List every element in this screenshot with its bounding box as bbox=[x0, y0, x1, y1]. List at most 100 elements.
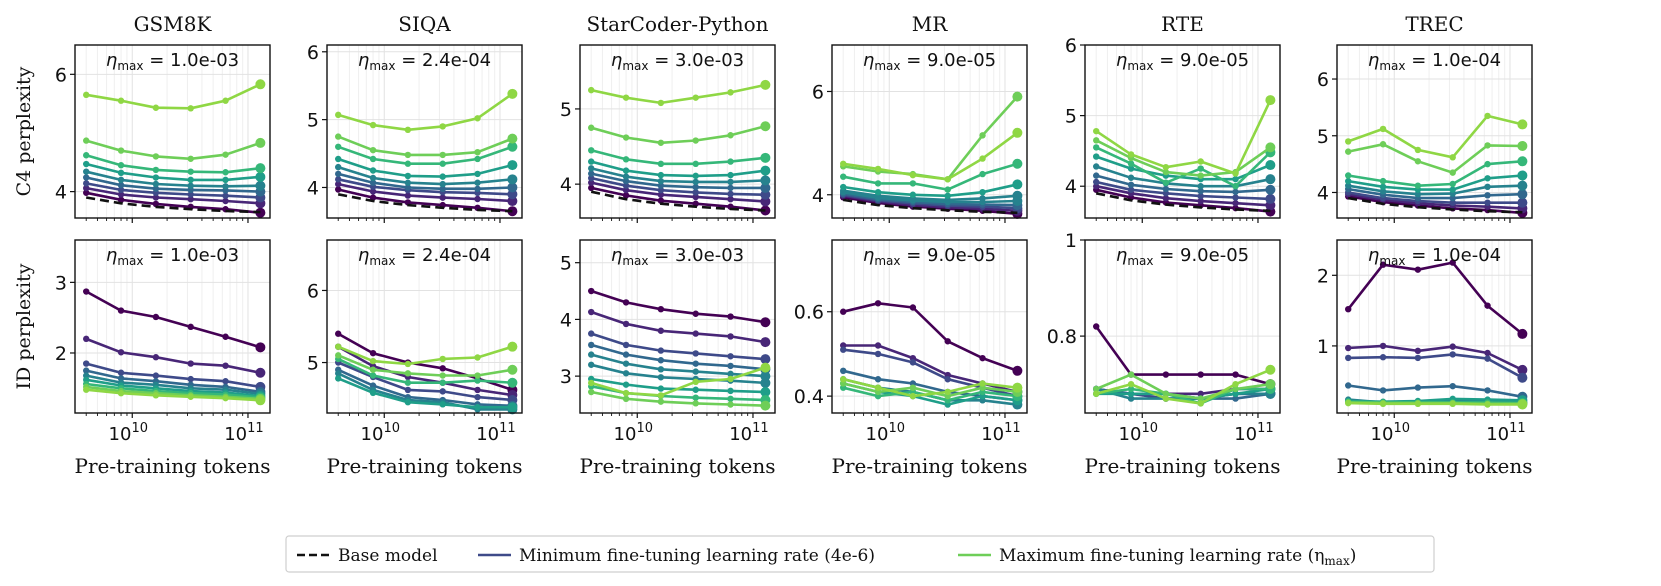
series-point-7 bbox=[1484, 142, 1491, 149]
plot-frame bbox=[831, 239, 1028, 414]
series-point-6 bbox=[369, 155, 377, 163]
series-point-4 bbox=[1127, 174, 1135, 181]
series-point-8 bbox=[1449, 400, 1456, 408]
y-tick-label: 2 bbox=[55, 343, 67, 365]
series-point-5 bbox=[474, 170, 481, 178]
series-point-1 bbox=[439, 194, 446, 201]
series-point-5 bbox=[187, 176, 194, 184]
series-point-6 bbox=[588, 147, 595, 154]
series-point-8 bbox=[187, 393, 194, 400]
series-line-3 bbox=[590, 172, 766, 190]
plot-frame bbox=[326, 44, 523, 219]
series-point-7 bbox=[1449, 169, 1456, 176]
series-point-5 bbox=[222, 176, 229, 184]
series-point-6 bbox=[874, 188, 882, 196]
series-point-5 bbox=[727, 171, 734, 179]
y-tick-label: 4 bbox=[560, 309, 572, 331]
series-point-5 bbox=[588, 361, 595, 368]
series-point-5 bbox=[760, 377, 771, 388]
series-point-8 bbox=[588, 86, 595, 94]
series-point-8 bbox=[335, 343, 342, 350]
series-point-7 bbox=[1232, 385, 1239, 393]
series-point-7 bbox=[760, 121, 771, 132]
series-point-8 bbox=[152, 392, 160, 399]
series-point-7 bbox=[657, 139, 665, 146]
x-tick-label: 1010 bbox=[361, 421, 400, 445]
series-point-1 bbox=[335, 180, 342, 188]
panel-title: StarCoder-Python bbox=[586, 12, 768, 36]
panel-siqa-id: 5 6 1010 1011 ηmax = 2.4e-04 Pre-training tok… bbox=[307, 239, 523, 478]
series-line-5 bbox=[590, 160, 766, 178]
series-line-2 bbox=[590, 176, 766, 196]
series-point-6 bbox=[1232, 183, 1239, 190]
plot-frame bbox=[579, 44, 776, 219]
series-line-6 bbox=[1347, 160, 1523, 187]
series-point-6 bbox=[507, 141, 518, 152]
series-point-2 bbox=[840, 346, 847, 353]
series-point-2 bbox=[1127, 186, 1135, 193]
series-point-8 bbox=[874, 384, 882, 391]
series-line-2 bbox=[337, 178, 513, 196]
y-tick-label: 6 bbox=[1317, 69, 1329, 91]
series-point-7 bbox=[1265, 379, 1276, 390]
series-point-2 bbox=[1232, 194, 1239, 201]
series-line-3 bbox=[1347, 187, 1523, 200]
legend: Base model Minimum fine-tuning learning … bbox=[285, 535, 1435, 573]
series-point-7 bbox=[909, 180, 917, 187]
series-point-8 bbox=[727, 89, 734, 96]
series-point-5 bbox=[335, 375, 342, 382]
series-point-7 bbox=[692, 394, 699, 401]
series-point-7 bbox=[222, 151, 229, 158]
series-point-5 bbox=[474, 404, 481, 411]
series-point-9 bbox=[622, 389, 630, 397]
series-line-3 bbox=[842, 192, 1018, 207]
series-line-6 bbox=[86, 382, 261, 399]
series-point-8 bbox=[1232, 380, 1239, 388]
series-point-3 bbox=[474, 185, 481, 193]
series-point-7 bbox=[439, 372, 446, 379]
series-point-7 bbox=[1414, 158, 1422, 165]
series-point-1 bbox=[727, 195, 734, 203]
series-point-8 bbox=[692, 400, 699, 407]
series-point-1 bbox=[657, 191, 665, 198]
series-point-7 bbox=[507, 364, 518, 375]
series-line-6 bbox=[337, 145, 513, 165]
series-point-1 bbox=[255, 367, 266, 378]
base-model-line bbox=[85, 196, 261, 214]
series-point-7 bbox=[874, 180, 882, 187]
series-point-3 bbox=[1162, 185, 1170, 193]
series-point-7 bbox=[1162, 390, 1170, 397]
series-point-3 bbox=[657, 357, 665, 364]
series-line-1 bbox=[590, 310, 766, 344]
series-point-4 bbox=[760, 175, 771, 186]
series-point-2 bbox=[1484, 355, 1491, 362]
x-tick-label: 1010 bbox=[614, 421, 653, 445]
series-point-7 bbox=[692, 137, 699, 144]
eta-max-label: ηmax = 9.0e-05 bbox=[1116, 245, 1249, 268]
series-point-2 bbox=[622, 341, 630, 349]
eta-max-label: ηmax = 1.0e-03 bbox=[106, 50, 239, 73]
series-point-8 bbox=[187, 105, 194, 112]
series-point-0 bbox=[439, 365, 446, 372]
eta-max-label: ηmax = 3.0e-03 bbox=[611, 50, 744, 73]
series-point-2 bbox=[117, 369, 125, 376]
series-point-0 bbox=[255, 342, 266, 353]
series-point-2 bbox=[404, 386, 412, 394]
series-point-2 bbox=[1345, 354, 1352, 362]
y-tick-label: 5 bbox=[1317, 126, 1329, 148]
series-point-2 bbox=[692, 189, 699, 196]
series-point-8 bbox=[1232, 170, 1239, 177]
series-point-4 bbox=[1379, 188, 1387, 195]
series-point-6 bbox=[1345, 172, 1352, 179]
series-point-9 bbox=[657, 392, 665, 399]
series-point-6 bbox=[507, 377, 518, 388]
series-point-3 bbox=[692, 183, 699, 191]
plot-frame bbox=[1084, 44, 1281, 219]
series-point-1 bbox=[369, 188, 377, 195]
series-point-8 bbox=[117, 390, 125, 397]
series-point-4 bbox=[83, 168, 90, 175]
series-line-6 bbox=[1095, 146, 1272, 188]
series-point-8 bbox=[83, 386, 90, 393]
series-point-3 bbox=[622, 177, 630, 185]
